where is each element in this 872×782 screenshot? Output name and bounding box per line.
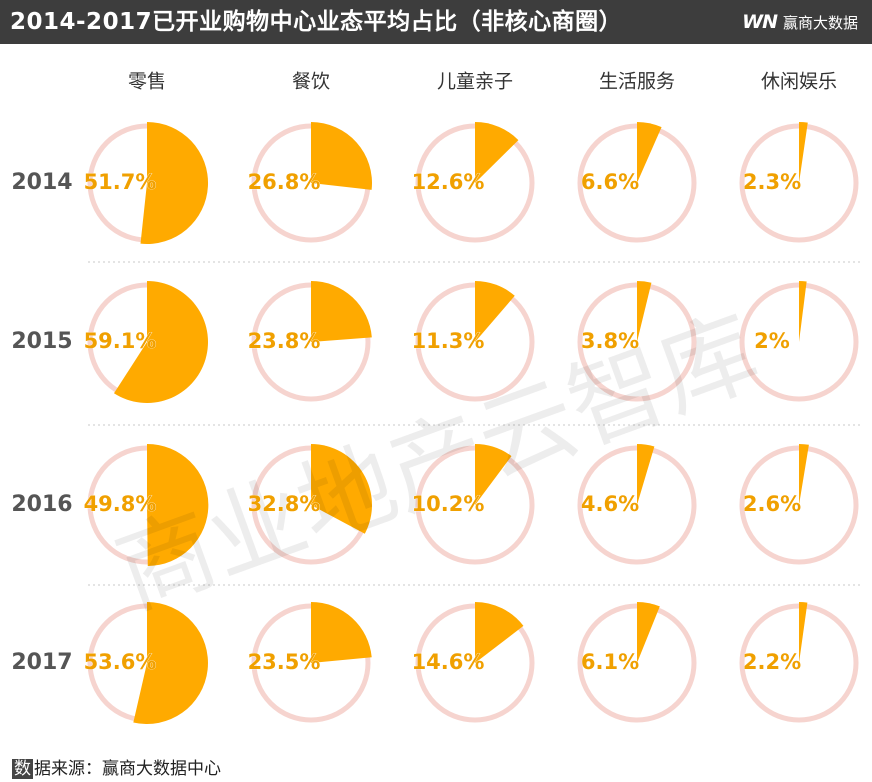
pie-value-label: 2.6%	[743, 492, 801, 516]
category-label: 生活服务	[599, 71, 675, 93]
pie-slice	[799, 122, 808, 183]
pie-slice	[140, 121, 209, 244]
pie-slice	[133, 602, 208, 724]
pie-slice	[311, 122, 372, 190]
header-bar: 2014-2017已开业购物中心业态平均占比（非核心商圈） WN 赢商大数据	[0, 0, 872, 44]
pie-slice	[799, 281, 807, 342]
year-label: 2015	[11, 329, 72, 354]
pie-value-label: 23.8%	[248, 329, 321, 353]
pie-value-label: 26.8%	[248, 170, 321, 194]
pie-slice	[475, 602, 524, 663]
category-label: 休闲娱乐	[761, 71, 837, 93]
source-text: 据来源：赢商大数据中心	[34, 759, 221, 779]
brand-logo-icon: WN	[742, 11, 778, 33]
pie-slice	[637, 602, 660, 663]
pie-value-label: 10.2%	[412, 492, 485, 516]
pie-value-label: 14.6%	[412, 650, 485, 674]
pie-value-label: 51.7%	[84, 170, 157, 194]
pie-value-label: 2%	[754, 329, 790, 353]
pie-slice	[637, 444, 655, 505]
brand-name: 赢商大数据	[782, 13, 858, 32]
page-title: 2014-2017已开业购物中心业态平均占比（非核心商圈）	[10, 9, 623, 35]
category-label: 儿童亲子	[437, 71, 513, 93]
pie-value-label: 6.6%	[581, 170, 639, 194]
category-label: 餐饮	[292, 71, 330, 93]
pie-value-label: 59.1%	[84, 329, 157, 353]
year-label: 2016	[11, 492, 72, 517]
pie-slice	[311, 444, 372, 534]
pie-slice	[637, 122, 662, 183]
pie-slice	[799, 602, 808, 663]
pie-value-label: 4.6%	[581, 492, 639, 516]
pie-value-label: 32.8%	[248, 492, 321, 516]
category-label: 零售	[128, 71, 166, 93]
pie-slice	[475, 443, 512, 505]
pie-value-label: 6.1%	[581, 650, 639, 674]
year-label: 2017	[11, 650, 72, 675]
data-source: 数据来源：赢商大数据中心	[12, 754, 221, 779]
pie-slice	[799, 444, 809, 505]
pie-value-label: 49.8%	[84, 492, 157, 516]
pie-grid-chart: 零售 餐饮 儿童亲子 生活服务 休闲娱乐2014201520162017商业地产云智库5…	[11, 71, 862, 724]
source-mark: 数	[12, 759, 33, 779]
pie-value-label: 11.3%	[412, 329, 485, 353]
pie-slice	[475, 281, 515, 342]
pie-value-label: 23.5%	[248, 650, 321, 674]
pie-slice	[311, 281, 372, 342]
pie-slice	[147, 443, 209, 566]
pie-value-label: 2.2%	[743, 650, 801, 674]
pie-slice	[113, 281, 208, 404]
pie-slice	[311, 602, 372, 663]
pie-slice	[637, 281, 652, 342]
brand: WN 赢商大数据	[742, 0, 858, 44]
pie-slice	[475, 122, 519, 183]
pie-value-label: 3.8%	[581, 329, 639, 353]
pie-value-label: 53.6%	[84, 650, 157, 674]
pie-value-label: 2.3%	[743, 170, 801, 194]
year-label: 2014	[11, 170, 72, 195]
pie-value-label: 12.6%	[412, 170, 485, 194]
